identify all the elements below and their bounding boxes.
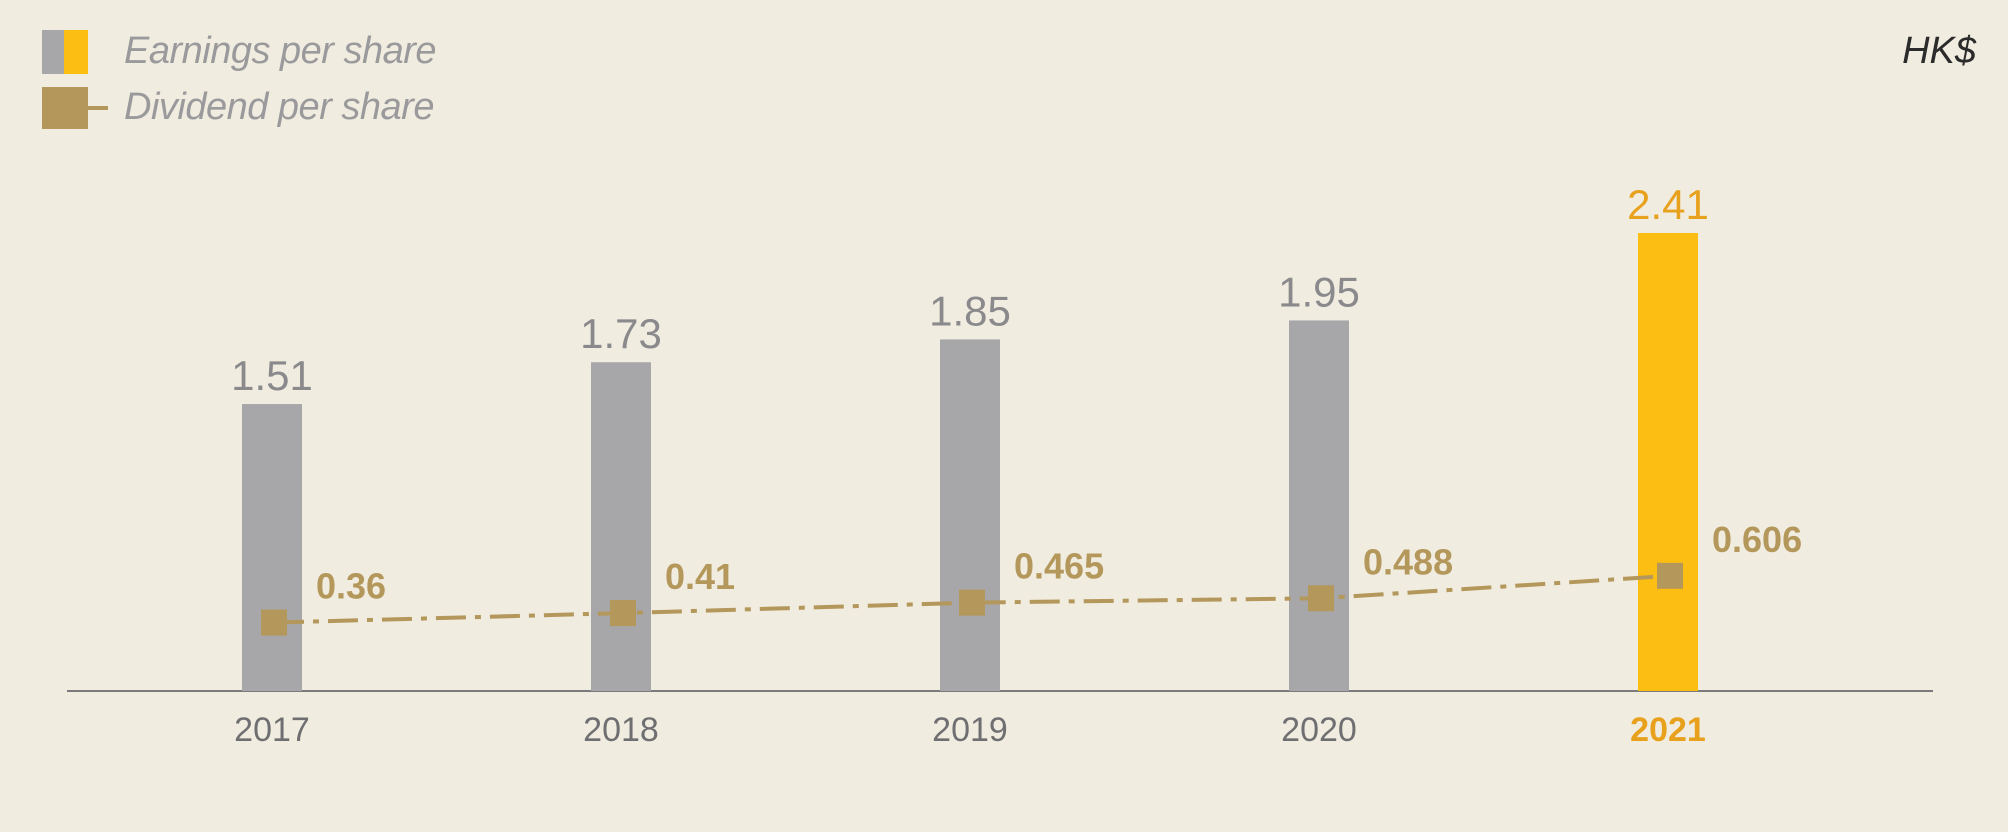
dps-value-label-2020: 0.488	[1363, 541, 1453, 582]
eps-value-label-2020: 1.95	[1278, 268, 1360, 315]
dps-value-label-2019: 0.465	[1014, 546, 1104, 587]
x-tick-label-2019: 2019	[932, 711, 1008, 749]
dps-marker-2018	[610, 600, 636, 627]
x-tick-label-2021: 2021	[1630, 711, 1706, 749]
dps-marker-2019	[959, 589, 985, 616]
dps-line	[273, 573, 1671, 625]
dividend-legend-label: Dividend per share	[124, 86, 434, 128]
dividend-legend-line	[88, 106, 108, 110]
dps-marker-2021	[1657, 562, 1683, 589]
eps-value-label-2018: 1.73	[580, 310, 662, 357]
dps-marker-2017	[261, 609, 287, 636]
eps-value-label-2017: 1.51	[231, 352, 313, 399]
earnings-legend-swatch	[42, 30, 64, 74]
x-tick-label-2017: 2017	[234, 711, 310, 749]
earnings-legend-swatch-highlight	[64, 30, 88, 74]
dps-marker-2020	[1308, 585, 1334, 612]
eps-bar-2019	[940, 339, 1000, 691]
eps-bar-2018	[591, 362, 651, 691]
x-tick-label-2018: 2018	[583, 711, 659, 749]
dps-value-label-2021: 0.606	[1712, 519, 1802, 560]
eps-bar-2020	[1289, 320, 1349, 691]
eps-bar-2021	[1638, 233, 1698, 691]
unit-label: HK$	[1902, 30, 1976, 72]
eps-value-label-2019: 1.85	[929, 287, 1011, 334]
dps-value-label-2018: 0.41	[665, 556, 735, 597]
earnings-legend-label: Earnings per share	[124, 30, 437, 72]
eps-bar-2017	[242, 404, 302, 691]
x-tick-label-2020: 2020	[1281, 711, 1357, 749]
dps-value-label-2017: 0.36	[316, 566, 386, 607]
dividend-legend-swatch	[42, 87, 88, 129]
eps-value-label-2021: 2.41	[1627, 181, 1709, 228]
